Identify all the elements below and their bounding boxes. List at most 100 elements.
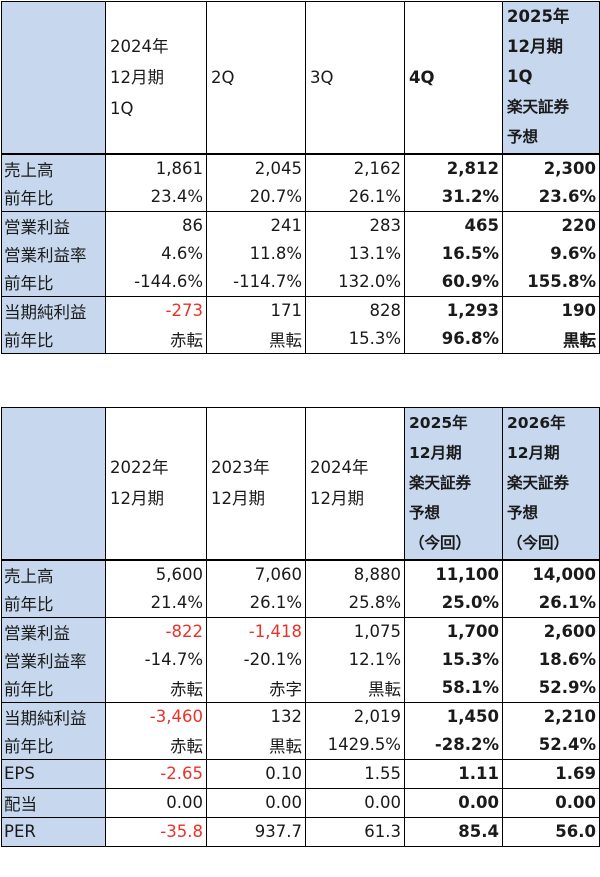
header-line: 2Q: [211, 67, 235, 87]
header-corner-cell: [1, 1, 106, 155]
header-line: 2026年: [507, 414, 566, 433]
value-cell: -114.7%: [206, 267, 306, 297]
value-cell: 12.1%: [305, 645, 405, 674]
header-line: 2024年: [110, 36, 169, 56]
value-cell: 黒転: [305, 673, 405, 703]
header-line: 12月期: [507, 444, 560, 463]
value-cell: 1,293: [404, 295, 503, 325]
value-cell: 1,450: [404, 701, 503, 731]
table-row: 前年比 赤転 黒転 15.3% 96.8% 黒転: [1, 324, 600, 354]
row-label: 売上高: [1, 559, 106, 589]
table-row: 前年比 23.4% 20.7% 26.1% 31.2% 23.6%: [1, 182, 600, 212]
value-cell: 4.6%: [105, 239, 207, 268]
header-line: 2025年: [507, 7, 570, 27]
value-cell: 52.4%: [502, 730, 600, 760]
value-cell: 1429.5%: [305, 730, 405, 760]
value-cell: -3,460: [105, 701, 207, 731]
value-cell: 9.6%: [502, 239, 600, 268]
value-cell: 283: [305, 210, 405, 240]
value-cell: 96.8%: [404, 324, 503, 354]
header-line: 予想: [507, 504, 539, 523]
value-cell: -273: [105, 295, 207, 325]
value-cell: 11.8%: [206, 239, 306, 268]
value-cell: -28.2%: [404, 730, 503, 760]
value-cell: 0.00: [404, 787, 503, 818]
value-cell: 60.9%: [404, 267, 503, 297]
header-line: （今回）: [507, 534, 570, 553]
value-cell: 220: [502, 210, 600, 240]
table-row: 営業利益 -822 -1,418 1,075 1,700 2,600: [1, 616, 600, 646]
table-row: 前年比 21.4% 26.1% 25.8% 25.0% 26.1%: [1, 588, 600, 618]
value-cell: 1.69: [502, 758, 600, 789]
value-cell: 21.4%: [105, 588, 207, 618]
row-label: 前年比: [1, 182, 106, 212]
table-header-row: 2024年 12月期 1Q 2Q 3Q 4Q 2025年 12月期 1Q 楽天証…: [1, 1, 600, 155]
table-row: PER -35.8 937.7 61.3 85.4 56.0: [1, 816, 600, 847]
value-cell: 黒転: [206, 730, 306, 760]
value-cell: 465: [404, 210, 503, 240]
header-2q: 2Q: [206, 1, 306, 155]
value-cell: 828: [305, 295, 405, 325]
value-cell: 61.3: [305, 816, 405, 847]
value-cell: 2,045: [206, 153, 306, 183]
value-cell: 1,700: [404, 616, 503, 646]
row-label: 前年比: [1, 267, 106, 297]
table-row: EPS -2.65 0.10 1.55 1.11 1.69: [1, 758, 600, 789]
value-cell: -822: [105, 616, 207, 646]
value-cell: 2,210: [502, 701, 600, 731]
value-cell: -144.6%: [105, 267, 207, 297]
row-label: 当期純利益: [1, 701, 106, 731]
value-cell: 937.7: [206, 816, 306, 847]
row-label: 前年比: [1, 588, 106, 618]
value-cell: 14,000: [502, 559, 600, 589]
header-fy2025-forecast: 2025年 12月期 楽天証券 予想 （今回）: [404, 407, 503, 561]
value-cell: -1,418: [206, 616, 306, 646]
header-fy2024: 2024年 12月期: [305, 407, 405, 561]
value-cell: 132.0%: [305, 267, 405, 297]
header-line: 楽天証券: [507, 98, 570, 117]
value-cell: 2,019: [305, 701, 405, 731]
value-cell: 56.0: [502, 816, 600, 847]
header-2024-1q: 2024年 12月期 1Q: [105, 1, 207, 155]
value-cell: -14.7%: [105, 645, 207, 674]
row-label: EPS: [1, 758, 106, 789]
header-line: 4Q: [409, 67, 435, 87]
row-label: 営業利益: [1, 616, 106, 646]
value-cell: 31.2%: [404, 182, 503, 212]
header-line: 12月期: [409, 444, 462, 463]
header-line: 12月期: [110, 67, 164, 87]
value-cell: 0.00: [105, 787, 207, 818]
value-cell: 赤転: [105, 324, 207, 354]
header-line: 2022年: [110, 458, 169, 478]
value-cell: 190: [502, 295, 600, 325]
value-cell: 16.5%: [404, 239, 503, 268]
header-line: 2025年: [409, 414, 468, 433]
value-cell: 58.1%: [404, 673, 503, 703]
header-line: 1Q: [507, 67, 533, 87]
value-cell: 1,861: [105, 153, 207, 183]
value-cell: 241: [206, 210, 306, 240]
header-line: 12月期: [310, 489, 364, 509]
value-cell: 5,600: [105, 559, 207, 589]
value-cell: 2,300: [502, 153, 600, 183]
row-label: 営業利益率: [1, 239, 106, 268]
header-line: 12月期: [507, 37, 563, 57]
value-cell: 23.6%: [502, 182, 600, 212]
value-cell: 黒転: [206, 324, 306, 354]
header-line: 予想: [409, 504, 441, 523]
table-row: 当期純利益 -3,460 132 2,019 1,450 2,210: [1, 701, 600, 731]
header-line: （今回）: [409, 534, 472, 553]
value-cell: 8,880: [305, 559, 405, 589]
quarterly-results-table: 2024年 12月期 1Q 2Q 3Q 4Q 2025年 12月期 1Q 楽天証…: [1, 1, 600, 354]
value-cell: 赤字: [206, 673, 306, 703]
value-cell: 26.1%: [502, 588, 600, 618]
row-label: 売上高: [1, 153, 106, 183]
value-cell: 2,162: [305, 153, 405, 183]
header-line: 12月期: [211, 489, 265, 509]
row-label: 配当: [1, 787, 106, 818]
value-cell: 155.8%: [502, 267, 600, 297]
header-line: 2024年: [310, 458, 369, 478]
value-cell: 20.7%: [206, 182, 306, 212]
table-row: 当期純利益 -273 171 828 1,293 190: [1, 295, 600, 325]
row-label: 営業利益率: [1, 645, 106, 674]
